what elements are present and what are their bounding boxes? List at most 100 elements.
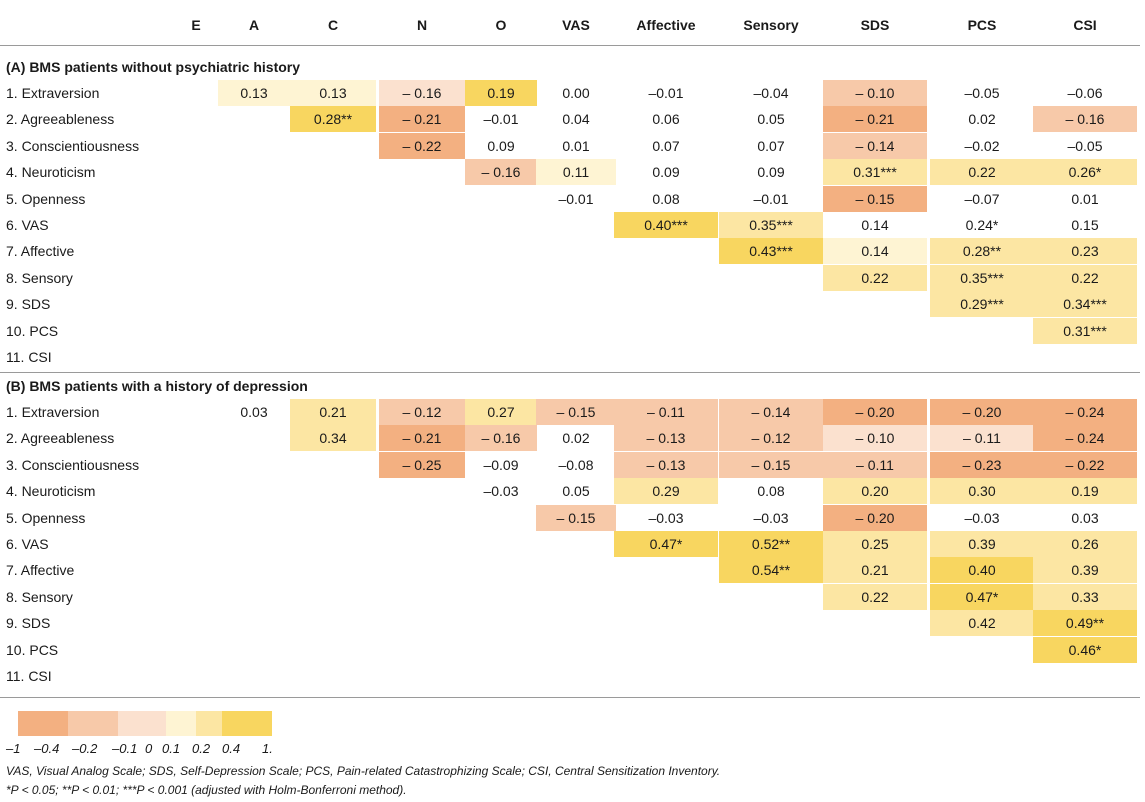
correlation-cell: –0.03 — [753, 510, 789, 526]
correlation-cell: – 0.21 — [823, 106, 927, 132]
correlation-cell: – 0.14 — [823, 133, 927, 159]
correlation-cell: –0.02 — [964, 138, 1000, 154]
row-label: 3. Conscientiousness — [6, 457, 140, 473]
correlation-cell: – 0.10 — [823, 80, 927, 106]
correlation-cell: 0.26* — [1033, 159, 1137, 185]
legend-swatch-pos-weak — [166, 711, 196, 736]
correlation-cell: 0.01 — [1071, 191, 1099, 207]
correlation-cell: – 0.11 — [930, 425, 1034, 451]
correlation-cell: 0.42 — [930, 610, 1034, 636]
correlation-cell: 0.27 — [465, 399, 537, 425]
correlation-cell: – 0.10 — [823, 425, 927, 451]
correlation-cell: – 0.12 — [719, 425, 823, 451]
correlation-cell: – 0.16 — [465, 159, 537, 185]
correlation-cell: 0.14 — [823, 238, 927, 264]
correlation-cell: – 0.25 — [379, 452, 465, 478]
correlation-cell: 0.02 — [968, 111, 996, 127]
row-label: 9. SDS — [6, 615, 51, 631]
correlation-cell: 0.04 — [562, 111, 590, 127]
row-label: 4. Neuroticism — [6, 164, 96, 180]
correlation-cell: 0.09 — [652, 164, 680, 180]
correlation-cell: 0.31*** — [823, 159, 927, 185]
correlation-cell: 0.30 — [930, 478, 1034, 504]
row-label: 2. Agreeableness — [6, 111, 115, 127]
correlation-cell: 0.35*** — [719, 212, 823, 238]
correlation-cell: – 0.16 — [465, 425, 537, 451]
correlation-cell: 0.19 — [465, 80, 537, 106]
column-header-affective: Affective — [636, 17, 696, 33]
correlation-cell: –0.01 — [753, 191, 789, 207]
correlation-cell: 0.20 — [823, 478, 927, 504]
correlation-cell: 0.22 — [823, 584, 927, 610]
row-label: 8. Sensory — [6, 589, 73, 605]
row-label: 7. Affective — [6, 562, 75, 578]
row-label: 11. CSI — [6, 668, 52, 684]
legend-tick-label: –0.1 — [112, 741, 138, 756]
correlation-cell: – 0.11 — [823, 452, 927, 478]
correlation-cell: – 0.15 — [536, 399, 616, 425]
row-label: 6. VAS — [6, 536, 49, 552]
correlation-cell: –0.03 — [483, 483, 519, 499]
legend-tick-label: 0.2 — [192, 741, 211, 756]
correlation-cell: 0.34*** — [1033, 291, 1137, 317]
correlation-cell: –0.09 — [483, 457, 519, 473]
correlation-cell: 0.07 — [757, 138, 785, 154]
column-header-pcs: PCS — [967, 17, 997, 33]
row-label: 3. Conscientiousness — [6, 138, 140, 154]
correlation-cell: 0.33 — [1033, 584, 1137, 610]
correlation-cell: 0.28** — [930, 238, 1034, 264]
legend-swatch-neg-mid — [68, 711, 118, 736]
correlation-cell: – 0.20 — [823, 505, 927, 531]
correlation-cell: 0.01 — [562, 138, 590, 154]
correlation-cell: 0.14 — [861, 217, 889, 233]
correlation-cell: – 0.20 — [823, 399, 927, 425]
correlation-cell: – 0.13 — [614, 452, 718, 478]
correlation-cell: 0.15 — [1071, 217, 1099, 233]
table-footnote: VAS, Visual Analog Scale; SDS, Self-Depr… — [6, 764, 721, 778]
correlation-cell: 0.22 — [930, 159, 1034, 185]
correlation-cell: 0.25 — [823, 531, 927, 557]
column-header-a: A — [248, 17, 260, 33]
correlation-cell: 0.46* — [1033, 637, 1137, 663]
correlation-cell: 0.29 — [614, 478, 718, 504]
correlation-cell: 0.39 — [930, 531, 1034, 557]
row-label: 10. PCS — [6, 642, 59, 658]
row-label: 5. Openness — [6, 510, 86, 526]
correlation-cell: 0.39 — [1033, 557, 1137, 583]
correlation-cell: 0.40*** — [614, 212, 718, 238]
correlation-cell: 0.47* — [930, 584, 1034, 610]
column-header-csi: CSI — [1073, 17, 1097, 33]
row-label: 4. Neuroticism — [6, 483, 96, 499]
correlation-cell: 0.35*** — [930, 265, 1034, 291]
legend-swatch-neg-weak — [118, 711, 168, 736]
section-divider-rule — [0, 372, 1140, 373]
row-label: 5. Openness — [6, 191, 86, 207]
legend-swatch-pos-mid — [196, 711, 222, 736]
correlation-cell: 0.47* — [614, 531, 718, 557]
section-title: (A) BMS patients without psychiatric his… — [6, 59, 301, 75]
column-header-c: C — [327, 17, 339, 33]
correlation-cell: –0.06 — [1067, 85, 1103, 101]
column-header-n: N — [416, 17, 428, 33]
correlation-cell: – 0.12 — [379, 399, 465, 425]
correlation-cell: 0.06 — [652, 111, 680, 127]
correlation-cell: –0.03 — [648, 510, 684, 526]
row-label: 1. Extraversion — [6, 85, 100, 101]
correlation-cell: 0.54** — [719, 557, 823, 583]
correlation-cell: 0.24* — [965, 217, 999, 233]
row-label: 8. Sensory — [6, 270, 73, 286]
correlation-cell: –0.01 — [558, 191, 594, 207]
row-label: 1. Extraversion — [6, 404, 100, 420]
correlation-cell: 0.05 — [757, 111, 785, 127]
correlation-cell: –0.01 — [483, 111, 519, 127]
correlation-cell: 0.21 — [290, 399, 376, 425]
correlation-cell: 0.03 — [240, 404, 268, 420]
row-label: 10. PCS — [6, 323, 59, 339]
legend-tick-label: 0 — [145, 741, 153, 756]
correlation-cell: – 0.16 — [379, 80, 465, 106]
correlation-cell: – 0.22 — [379, 133, 465, 159]
row-label: 9. SDS — [6, 296, 51, 312]
correlation-cell: 0.09 — [757, 164, 785, 180]
row-label: 2. Agreeableness — [6, 430, 115, 446]
section-title: (B) BMS patients with a history of depre… — [6, 378, 308, 394]
